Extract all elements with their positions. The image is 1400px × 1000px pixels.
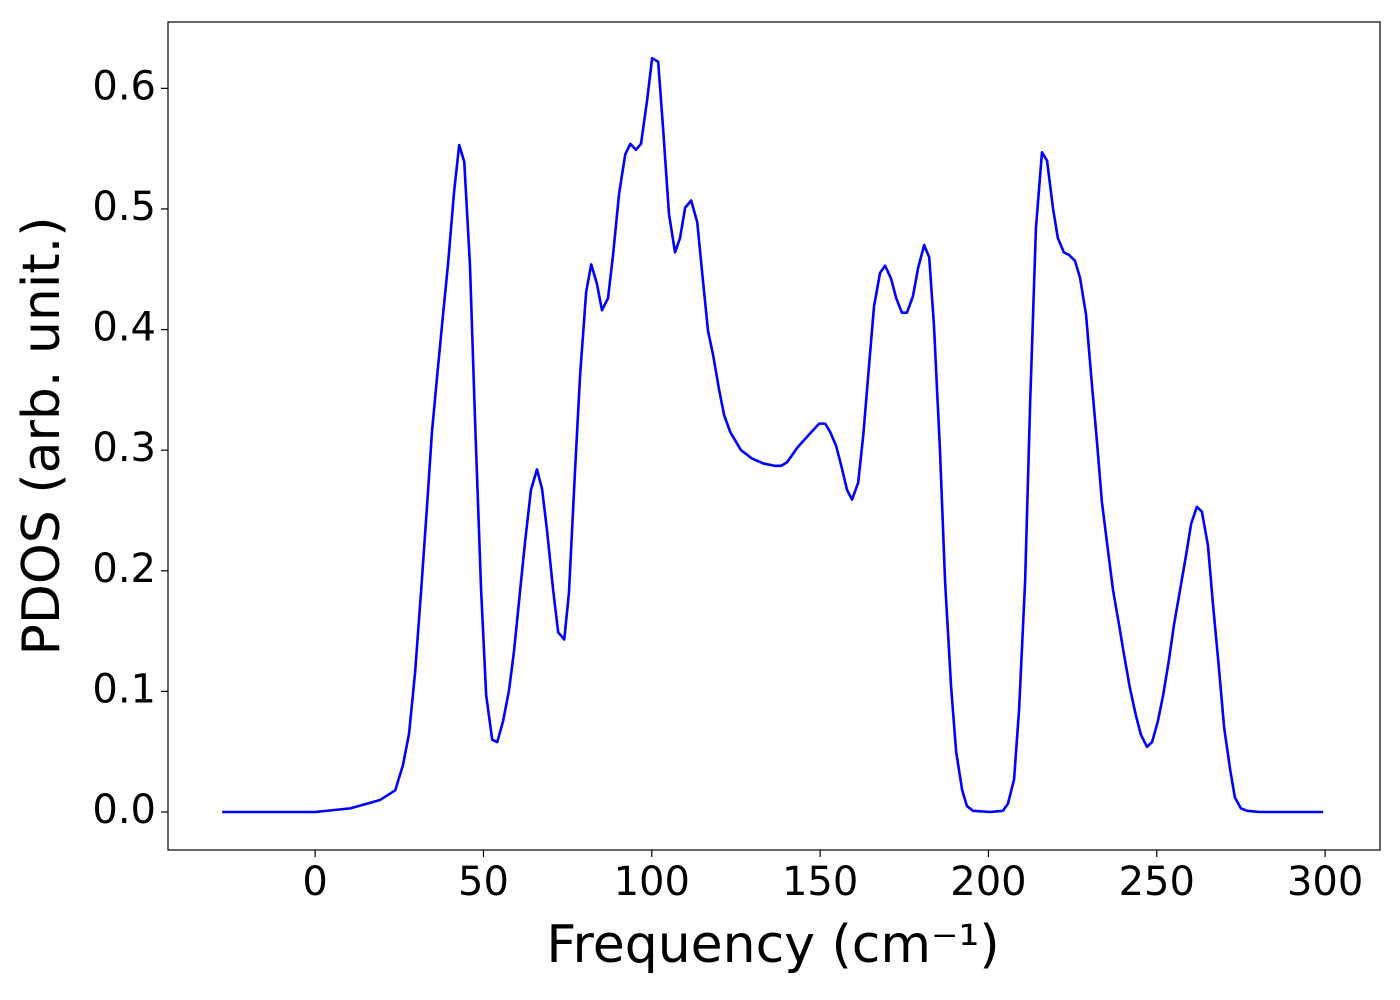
y-tick-label: 0.5	[92, 184, 156, 230]
pdos-line	[222, 56, 1324, 814]
x-tick-label: 300	[1287, 859, 1363, 905]
plot-frame	[167, 21, 1381, 851]
y-tick-label: 0.2	[92, 546, 156, 592]
y-axis-label: PDOS (arb. unit.)	[12, 216, 72, 655]
x-tick-label: 200	[950, 859, 1026, 905]
x-tick-label: 50	[458, 859, 509, 905]
y-tick-label: 0.0	[92, 787, 156, 833]
x-tick-label: 250	[1119, 859, 1195, 905]
x-axis-label: Frequency (cm⁻¹)	[546, 915, 999, 975]
y-tick-label: 0.1	[92, 666, 156, 712]
x-tick-label: 100	[614, 859, 690, 905]
x-tick-label: 150	[782, 859, 858, 905]
y-tick-label: 0.3	[92, 425, 156, 471]
y-tick-label: 0.4	[92, 305, 156, 351]
y-tick-label: 0.6	[92, 63, 156, 109]
x-tick-label: 0	[302, 859, 327, 905]
